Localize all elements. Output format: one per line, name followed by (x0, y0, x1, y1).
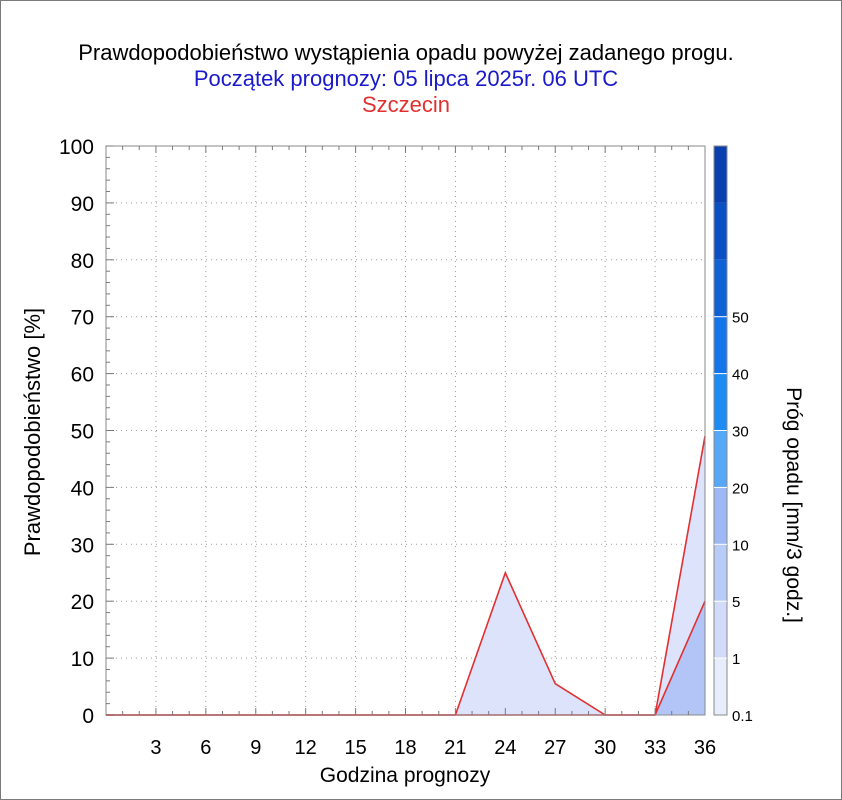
series-area-1 (106, 436, 705, 715)
chart-title: Prawdopodobieństwo wystąpienia opadu pow… (78, 40, 734, 65)
colorbar-tick-label: 40 (732, 367, 749, 384)
x-tick-label: 36 (694, 737, 716, 759)
y-tick-label: 0 (82, 705, 94, 728)
x-tick-label: 3 (150, 737, 161, 759)
colorbar-tick-label: 0.1 (732, 708, 753, 725)
colorbar-segment (714, 259, 727, 317)
colorbar-segment (714, 487, 727, 545)
y-tick-label: 30 (71, 534, 94, 557)
x-tick-label: 30 (594, 737, 616, 759)
series-areas (106, 436, 706, 716)
axes: 3 6 9 12 15 18 21 24 27 30 33 360102030405060708090… (59, 136, 716, 759)
colorbar-segment (714, 544, 727, 602)
x-tick-label: 9 (250, 737, 261, 759)
x-tick-label: 24 (494, 737, 516, 759)
x-tick-label: 21 (444, 737, 466, 759)
chart-location: Szczecin (361, 92, 451, 117)
y-tick-label: 70 (71, 307, 94, 330)
y-tick-label: 50 (71, 421, 94, 444)
colorbar-tick-label: 20 (732, 480, 749, 497)
colorbar-tick-label: 10 (732, 537, 749, 554)
colorbar-segment (714, 601, 727, 659)
colorbar-tick-label: 1 (732, 651, 740, 668)
colorbar-segment (714, 316, 727, 374)
series-area-2 (106, 601, 705, 715)
chart-titles: Prawdopodobieństwo wystąpienia opadu pow… (0, 40, 812, 118)
colorbar-segment (714, 658, 727, 715)
x-tick-label: 15 (344, 737, 366, 759)
y-tick-label: 80 (71, 250, 94, 273)
x-tick-label: 6 (200, 737, 211, 759)
x-tick-label: 12 (295, 737, 317, 759)
colorbar-tick-label: 5 (732, 594, 740, 611)
y-axis-label: Prawdopodobieństwo [%] (20, 308, 45, 556)
series-line-1 (106, 436, 706, 716)
colorbar: 0.1 1 5 10 20 30 40 50 (713, 145, 753, 725)
colorbar-segment (714, 146, 727, 203)
x-axis-label: Godzina prognozy (320, 764, 491, 787)
colorbar-segment (714, 430, 727, 488)
y-tick-label: 40 (71, 477, 94, 500)
x-tick-label: 33 (644, 737, 666, 759)
x-tick-label: 18 (394, 737, 416, 759)
colorbar-segment (714, 373, 727, 431)
colorbar-segment (714, 202, 727, 260)
series-line-2 (106, 600, 706, 716)
y-tick-label: 20 (71, 591, 94, 614)
y-tick-label: 10 (71, 648, 94, 671)
colorbar-label: Próg opadu [mm/3 godz.] (782, 387, 805, 623)
chart-subtitle: Początek prognozy: 05 lipca 2025r. 06 UT… (193, 66, 619, 91)
x-tick-label: 27 (544, 737, 566, 759)
y-tick-label: 100 (59, 136, 94, 159)
colorbar-tick-label: 30 (732, 424, 749, 441)
y-tick-label: 60 (71, 364, 94, 387)
colorbar-tick-label: 50 (732, 310, 749, 327)
grid (106, 145, 706, 716)
y-tick-label: 90 (71, 193, 94, 216)
